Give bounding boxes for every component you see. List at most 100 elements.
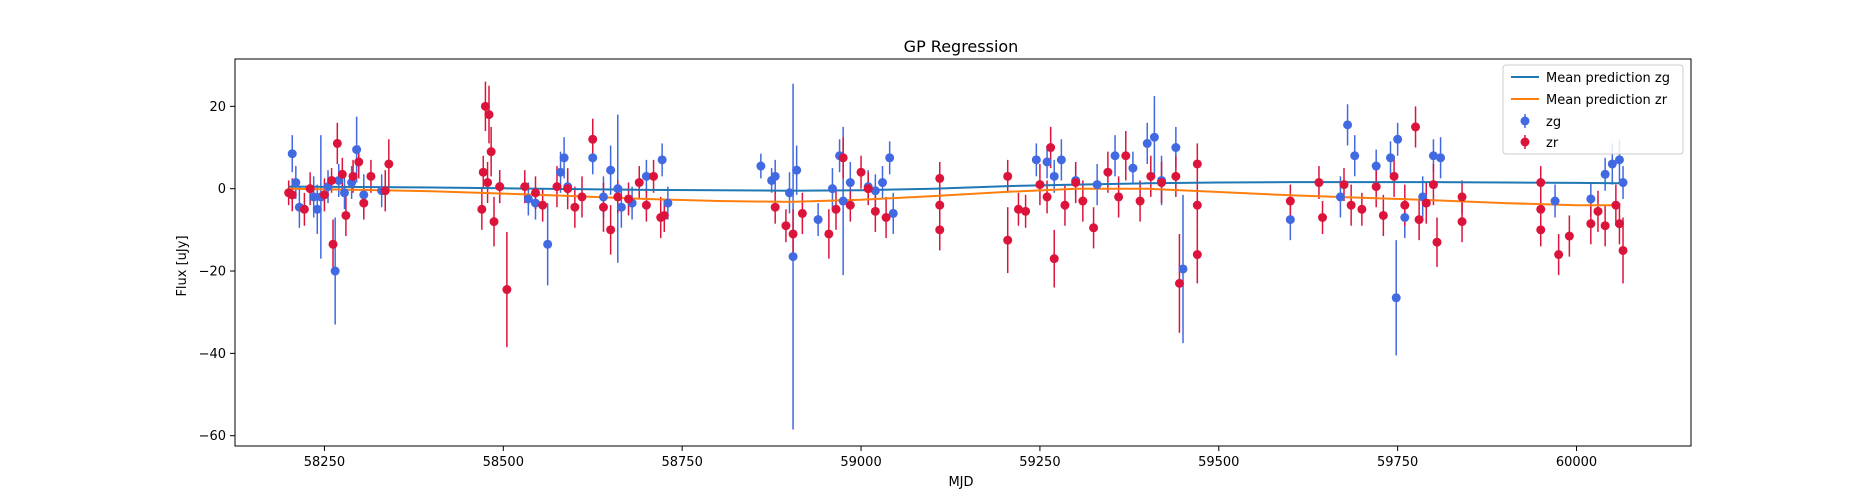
zg-point-32 [770,171,780,181]
zr-point-59 [1013,204,1023,214]
plot-area-frame [234,58,1692,447]
zg-point-60 [1335,192,1345,202]
zr-point-29 [563,184,573,194]
zg-point-4 [312,204,322,214]
zg-point-73 [1600,169,1610,179]
zr-point-104 [1600,221,1610,231]
zr-point-41 [659,210,669,220]
x-tick-label-2: 58750 [661,455,702,470]
zr-point-50 [856,167,866,177]
zg-point-42 [870,186,880,196]
legend-box [1502,64,1684,155]
zr-point-27 [538,200,548,210]
zr-point-13 [366,171,376,181]
zr-point-12 [359,198,369,208]
zr-point-49 [845,200,855,210]
zr-point-55 [935,200,945,210]
zr-point-100 [1554,250,1564,260]
zr-point-8 [337,169,347,179]
zr-point-94 [1432,237,1442,247]
zr-point-86 [1371,182,1381,192]
x-tick-label-1: 58500 [483,455,524,470]
zr-point-70 [1114,192,1124,202]
zr-point-28 [552,182,562,192]
zr-point-76 [1174,278,1184,288]
zg-point-40 [845,178,855,188]
zg-point-29 [663,198,673,208]
zg-point-0 [287,149,297,159]
zg-point-61 [1343,120,1353,130]
zr-point-87 [1378,210,1388,220]
zr-point-6 [328,239,338,249]
zg-point-70 [1436,153,1446,163]
zr-point-34 [606,225,616,235]
zr-point-2 [299,204,309,214]
zr-point-79 [1192,250,1202,260]
zr-point-35 [613,192,623,202]
legend-entry-zr-points: zr [1520,135,1559,151]
zr-point-98 [1536,204,1546,214]
zg-point-49 [1056,155,1066,165]
zr-point-24 [502,285,512,295]
axis-ticks: 58250 58500 58750 59000 59250 59500 59750 60000… [199,100,1598,470]
x-tick-label-4: 59250 [1019,455,1060,470]
zr-point-30 [570,202,580,212]
zr-point-73 [1146,171,1156,181]
zg-point-51 [1092,180,1102,190]
zg-point-28 [657,155,667,165]
zr-point-26 [531,188,541,198]
prediction-line-zg [288,181,1620,192]
zg-point-18 [556,167,566,177]
zg-point-22 [598,192,608,202]
zr-point-93 [1428,180,1438,190]
legend-label-zr: zr [1546,136,1559,151]
zr-point-72 [1135,196,1145,206]
zr-point-89 [1400,200,1410,210]
zr-point-77 [1192,159,1202,169]
zr-point-37 [634,178,644,188]
zr-point-82 [1318,213,1328,223]
zr-point-20 [484,110,494,120]
zr-point-51 [863,184,873,194]
zr-point-80 [1285,196,1295,206]
zr-point-97 [1536,178,1546,188]
zr-point-68 [1089,223,1099,233]
zg-point-69 [1428,151,1438,161]
zg-point-33 [784,188,794,198]
zr-point-54 [935,173,945,183]
zg-point-34 [788,252,798,262]
legend-label-zg-line: Mean prediction zg [1546,71,1670,86]
zr-point-46 [824,229,834,239]
zg-point-72 [1586,194,1596,204]
zr-point-53 [881,213,891,223]
zr-point-75 [1171,171,1181,181]
zg-point-76 [1618,178,1628,188]
zr-point-38 [641,200,651,210]
zr-point-45 [797,208,807,218]
zg-point-21 [588,153,598,163]
zr-point-107 [1618,245,1628,255]
zg-point-19 [559,153,569,163]
data-points [284,101,1628,303]
legend: Mean prediction zg Mean prediction zr zg… [1502,64,1684,155]
zg-point-43 [878,178,888,188]
zr-point-44 [788,229,798,239]
zg-point-67 [1400,213,1410,223]
zr-point-81 [1314,178,1324,188]
zr-point-3 [305,184,315,194]
zr-point-33 [598,202,608,212]
y-tick-label-4: 20 [209,100,226,115]
y-axis-label: Flux [uJy] [175,235,190,296]
y-tick-label-1: −40 [199,347,226,362]
zg-point-17 [543,239,553,249]
zr-point-91 [1414,215,1424,225]
zr-point-103 [1593,206,1603,216]
zr-point-1 [287,190,297,200]
error-bars [287,81,1624,430]
x-axis-label: MJD [948,475,973,490]
x-tick-label-0: 58250 [304,455,345,470]
zg-point-44 [885,153,895,163]
zr-point-61 [1035,180,1045,190]
zr-point-42 [770,202,780,212]
